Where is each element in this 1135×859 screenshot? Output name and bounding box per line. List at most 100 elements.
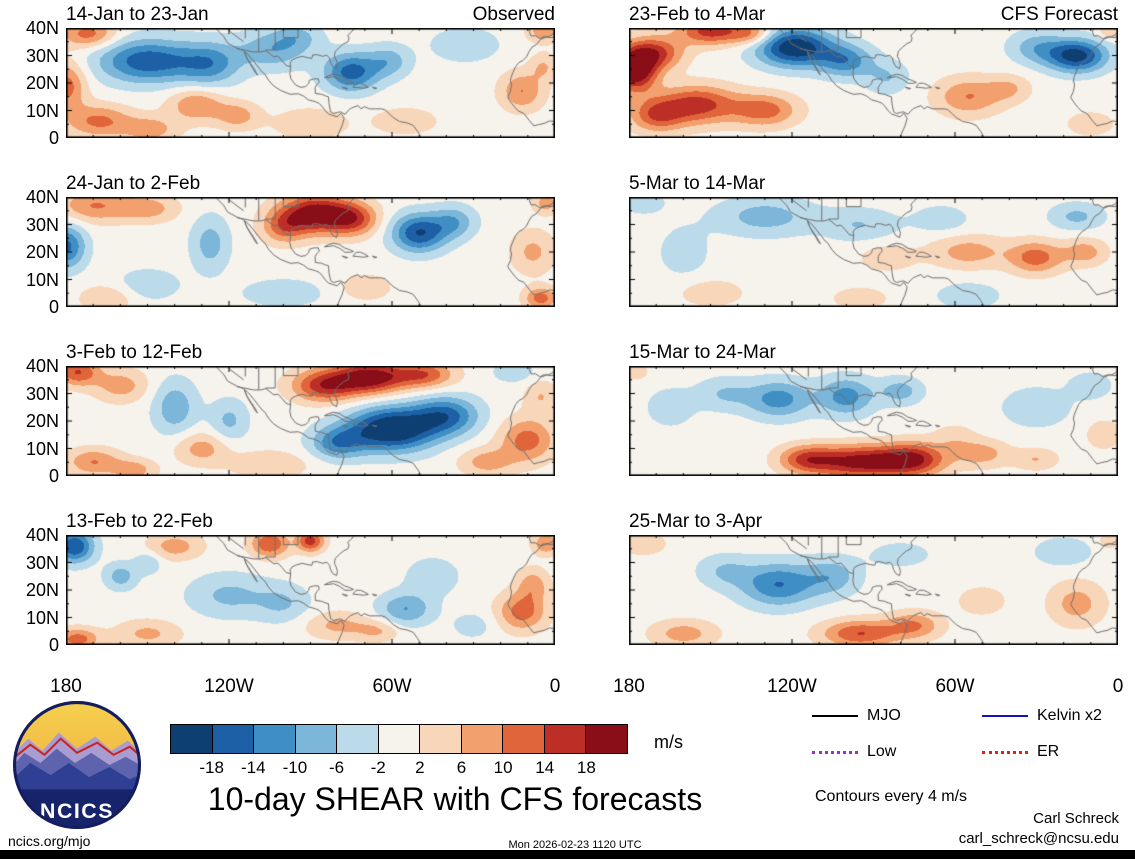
x-axis-label: 120W bbox=[767, 676, 817, 697]
map-panel: 13-Feb to 22-Feb 40N 30N 20N 10N 0 bbox=[26, 507, 555, 654]
x-axis-label: 0 bbox=[1112, 676, 1124, 697]
colorbar-segment bbox=[544, 725, 587, 753]
x-axis: 180 120W 60W 0 bbox=[50, 676, 560, 702]
colorbar-segment bbox=[295, 725, 338, 753]
legend-label: MJO bbox=[867, 707, 901, 724]
legend-line-swatch bbox=[812, 750, 858, 754]
panel-body: 40N 30N 20N 10N 0 bbox=[26, 526, 555, 654]
x-axis-label: 0 bbox=[549, 676, 561, 697]
panel-header: 5-Mar to 14-Mar bbox=[629, 169, 1118, 197]
panel-date-range: 25-Mar to 3-Apr bbox=[629, 511, 763, 532]
colorbar-segment bbox=[378, 725, 421, 753]
panel-body: 40N 30N 20N 10N 0 bbox=[26, 19, 555, 147]
legend-label: Kelvin x2 bbox=[1037, 707, 1102, 724]
y-axis-label: 20N bbox=[25, 411, 59, 431]
colorbar-tick-label: 6 bbox=[456, 758, 467, 777]
colorbar-tick-label: -10 bbox=[282, 758, 308, 777]
legend-item: ER bbox=[982, 742, 1132, 762]
observed-column: 14-Jan to 23-Jan Observed 40N 30N 20N 10N 0 24-… bbox=[26, 0, 560, 702]
panel-header: 13-Feb to 22-Feb bbox=[66, 507, 555, 535]
colorbar-segment bbox=[212, 725, 255, 753]
map-panel: 5-Mar to 14-Mar bbox=[629, 169, 1118, 307]
y-axis-label: 10N bbox=[25, 100, 59, 121]
map-panel: 24-Jan to 2-Feb 40N 30N 20N 10N 0 bbox=[26, 169, 555, 316]
y-axis-label: 30N bbox=[25, 45, 59, 66]
contour-note: Contours every 4 m/s bbox=[815, 788, 968, 805]
panel-body bbox=[629, 535, 1118, 645]
y-axis-label: 10N bbox=[25, 438, 59, 459]
colorbar-tick-label: -14 bbox=[240, 758, 266, 777]
colorbar-segment bbox=[337, 725, 379, 753]
y-axis-label: 30N bbox=[25, 214, 59, 235]
x-axis-label: 60W bbox=[372, 676, 412, 697]
colorbar bbox=[170, 724, 628, 754]
y-axis-label: 0 bbox=[48, 297, 59, 317]
generation-timestamp: Mon 2026-02-23 1120 UTC bbox=[508, 839, 642, 851]
colorbar-segment bbox=[254, 725, 296, 753]
author-credit: Carl Schreck bbox=[1033, 810, 1119, 827]
legend-line-swatch bbox=[812, 715, 858, 717]
colorbar-segment bbox=[461, 725, 504, 753]
chart-title: 10-day SHEAR with CFS forecasts bbox=[207, 781, 703, 817]
ncics-logo-text: NCICS bbox=[40, 799, 114, 823]
forecast-column: 23-Feb to 4-Mar CFS Forecast 5-Mar to 14-M… bbox=[613, 0, 1123, 702]
colorbar-tick-label: 2 bbox=[415, 758, 425, 777]
y-axis-label: 0 bbox=[48, 128, 59, 148]
shear-anomaly-map bbox=[629, 535, 1118, 645]
map-panel: 14-Jan to 23-Jan Observed 40N 30N 20N 10N 0 bbox=[26, 0, 555, 147]
y-axis-label: 20N bbox=[25, 73, 59, 93]
colorbar-tick-label: 14 bbox=[535, 758, 555, 777]
y-axis-label: 40N bbox=[25, 525, 59, 545]
panel-date-range: 15-Mar to 24-Mar bbox=[629, 342, 776, 363]
panel-header: 23-Feb to 4-Mar CFS Forecast bbox=[629, 0, 1118, 28]
author-email: carl_schreck@ncsu.edu bbox=[958, 830, 1119, 847]
legend-label: ER bbox=[1037, 743, 1060, 760]
shear-anomaly-map bbox=[629, 28, 1118, 138]
shear-anomaly-map bbox=[66, 28, 555, 138]
y-axis-label: 40N bbox=[25, 356, 59, 376]
panel-body: 40N 30N 20N 10N 0 bbox=[26, 357, 555, 485]
panel-body: 40N 30N 20N 10N 0 bbox=[26, 188, 555, 316]
legend-item: MJO bbox=[812, 706, 982, 726]
legend-item: Kelvin x2 bbox=[982, 706, 1132, 726]
panel-date-range: 5-Mar to 14-Mar bbox=[629, 173, 766, 194]
panel-header: 15-Mar to 24-Mar bbox=[629, 338, 1118, 366]
site-url: ncics.org/mjo bbox=[8, 833, 91, 849]
colorbar-segment bbox=[586, 725, 628, 753]
panel-date-range: 23-Feb to 4-Mar bbox=[629, 4, 766, 25]
colorbar-tick-label: -6 bbox=[328, 758, 345, 777]
colorbar-tick-label: -18 bbox=[199, 758, 224, 777]
panel-body bbox=[629, 197, 1118, 307]
y-axis-label: 10N bbox=[25, 607, 59, 628]
ncics-logo-icon: NCICS bbox=[13, 701, 141, 829]
map-panel: 25-Mar to 3-Apr bbox=[629, 507, 1118, 645]
panel-header: 24-Jan to 2-Feb bbox=[66, 169, 555, 197]
x-axis-label: 180 bbox=[50, 676, 82, 697]
colorbar-segment bbox=[171, 725, 213, 753]
panel-header: 25-Mar to 3-Apr bbox=[629, 507, 1118, 535]
colorbar-segment bbox=[503, 725, 545, 753]
y-axis-label: 0 bbox=[48, 635, 59, 655]
y-axis-label: 40N bbox=[25, 187, 59, 207]
shear-anomaly-map bbox=[629, 197, 1118, 307]
colorbar-units: m/s bbox=[654, 732, 683, 752]
panel-date-range: 14-Jan to 23-Jan bbox=[66, 4, 209, 25]
colorbar-tick-label: 18 bbox=[576, 758, 596, 777]
shear-anomaly-map bbox=[66, 197, 555, 307]
colorbar-wrap: -18 -14 -10 -6 -2 2 6 10 14 18 bbox=[170, 724, 628, 778]
panel-body bbox=[629, 366, 1118, 476]
y-axis-label: 20N bbox=[25, 242, 59, 262]
map-panel: 15-Mar to 24-Mar bbox=[629, 338, 1118, 476]
x-axis-label: 120W bbox=[204, 676, 254, 697]
y-axis-label: 30N bbox=[25, 552, 59, 573]
map-panel: 3-Feb to 12-Feb 40N 30N 20N 10N 0 bbox=[26, 338, 555, 485]
shear-anomaly-map bbox=[66, 366, 555, 476]
panel-header: 3-Feb to 12-Feb bbox=[66, 338, 555, 366]
panel-header: 14-Jan to 23-Jan Observed bbox=[66, 0, 555, 28]
legend-line-swatch bbox=[982, 750, 1028, 754]
y-axis-label: 30N bbox=[25, 383, 59, 404]
shear-anomaly-map bbox=[66, 535, 555, 645]
x-axis-label: 180 bbox=[613, 676, 645, 697]
column-header-label: CFS Forecast bbox=[1000, 4, 1118, 25]
